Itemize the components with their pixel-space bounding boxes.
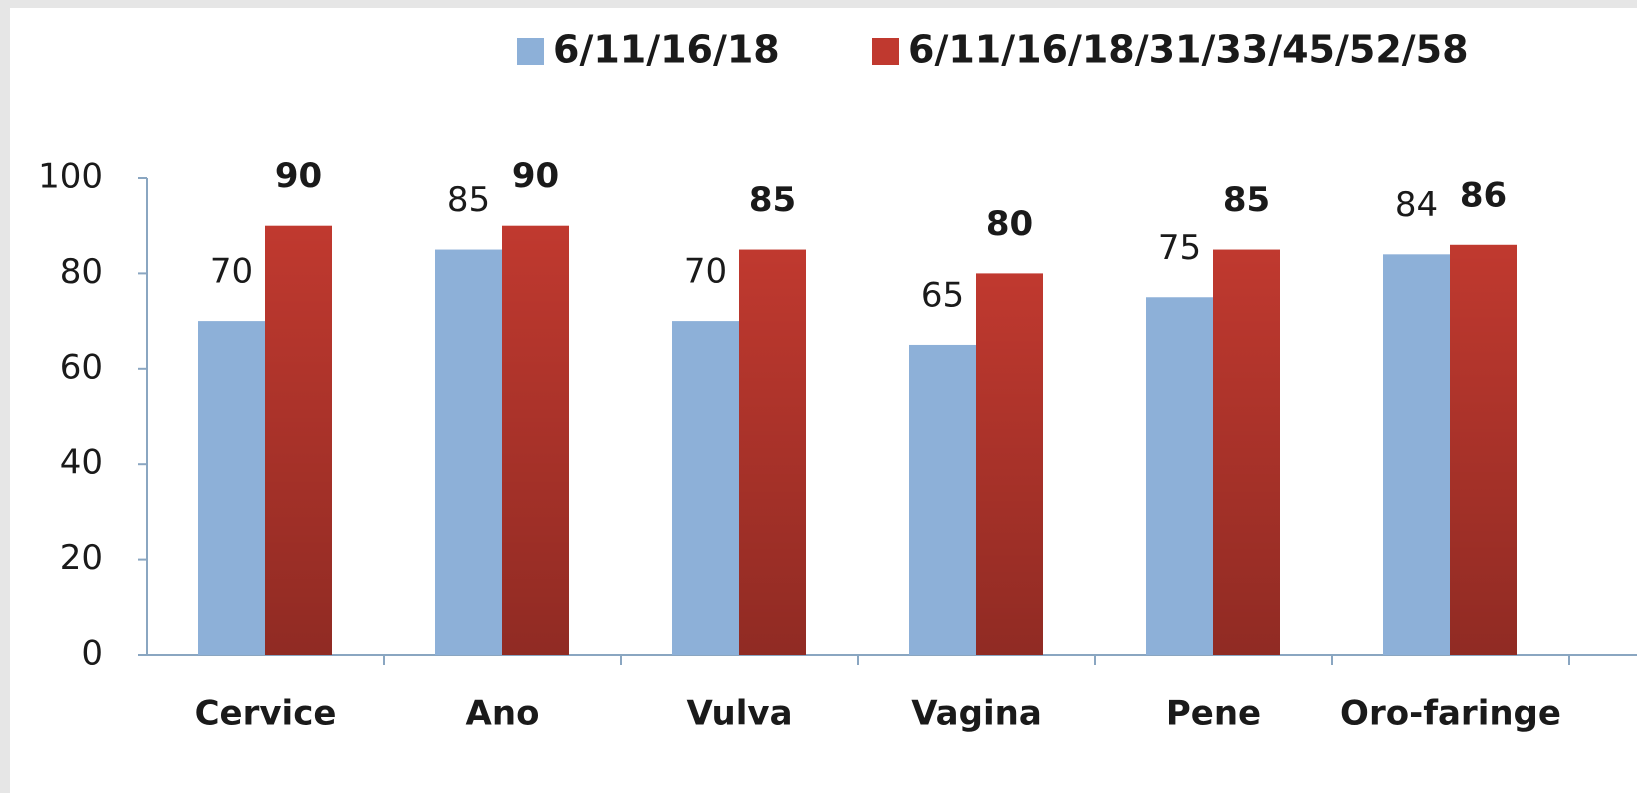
bar-shade xyxy=(739,249,806,656)
bar xyxy=(1383,254,1450,655)
data-label: 85 xyxy=(447,180,490,220)
x-tick-label: Cervice xyxy=(195,694,337,734)
bar xyxy=(1146,297,1213,655)
x-tick-label: Vulva xyxy=(686,694,792,734)
data-label: 75 xyxy=(1158,228,1201,268)
data-label: 85 xyxy=(749,180,796,220)
bar xyxy=(909,344,976,655)
y-tick-label: 100 xyxy=(38,157,103,197)
data-label: 70 xyxy=(684,252,727,292)
y-tick-label: 20 xyxy=(60,538,103,578)
data-label: 80 xyxy=(986,204,1033,244)
bar xyxy=(672,321,739,655)
legend-label: 6/11/16/18 xyxy=(553,28,780,72)
data-label: 90 xyxy=(512,156,559,196)
y-tick-label: 80 xyxy=(60,252,103,292)
bar xyxy=(435,249,502,656)
x-tick-label: Vagina xyxy=(911,694,1042,734)
bar-shade xyxy=(1213,249,1280,656)
data-label: 86 xyxy=(1460,175,1507,215)
bar xyxy=(198,321,265,655)
bar-shade xyxy=(502,225,569,655)
bar-shade xyxy=(1450,244,1517,655)
data-label: 65 xyxy=(921,275,964,315)
legend-swatch xyxy=(872,38,899,65)
bar-shade xyxy=(976,273,1043,655)
legend-label: 6/11/16/18/31/33/45/52/58 xyxy=(908,28,1469,72)
bar-shade xyxy=(265,225,332,655)
legend-swatch xyxy=(517,38,544,65)
data-label: 84 xyxy=(1395,185,1438,225)
x-tick-label: Oro-faringe xyxy=(1340,694,1561,734)
x-tick-label: Pene xyxy=(1166,694,1261,734)
y-tick-label: 40 xyxy=(60,443,103,483)
data-label: 85 xyxy=(1223,180,1270,220)
data-label: 90 xyxy=(275,156,322,196)
y-tick-label: 0 xyxy=(81,634,103,674)
x-tick-label: Ano xyxy=(466,694,540,734)
y-tick-label: 60 xyxy=(60,347,103,387)
data-label: 70 xyxy=(210,252,253,292)
